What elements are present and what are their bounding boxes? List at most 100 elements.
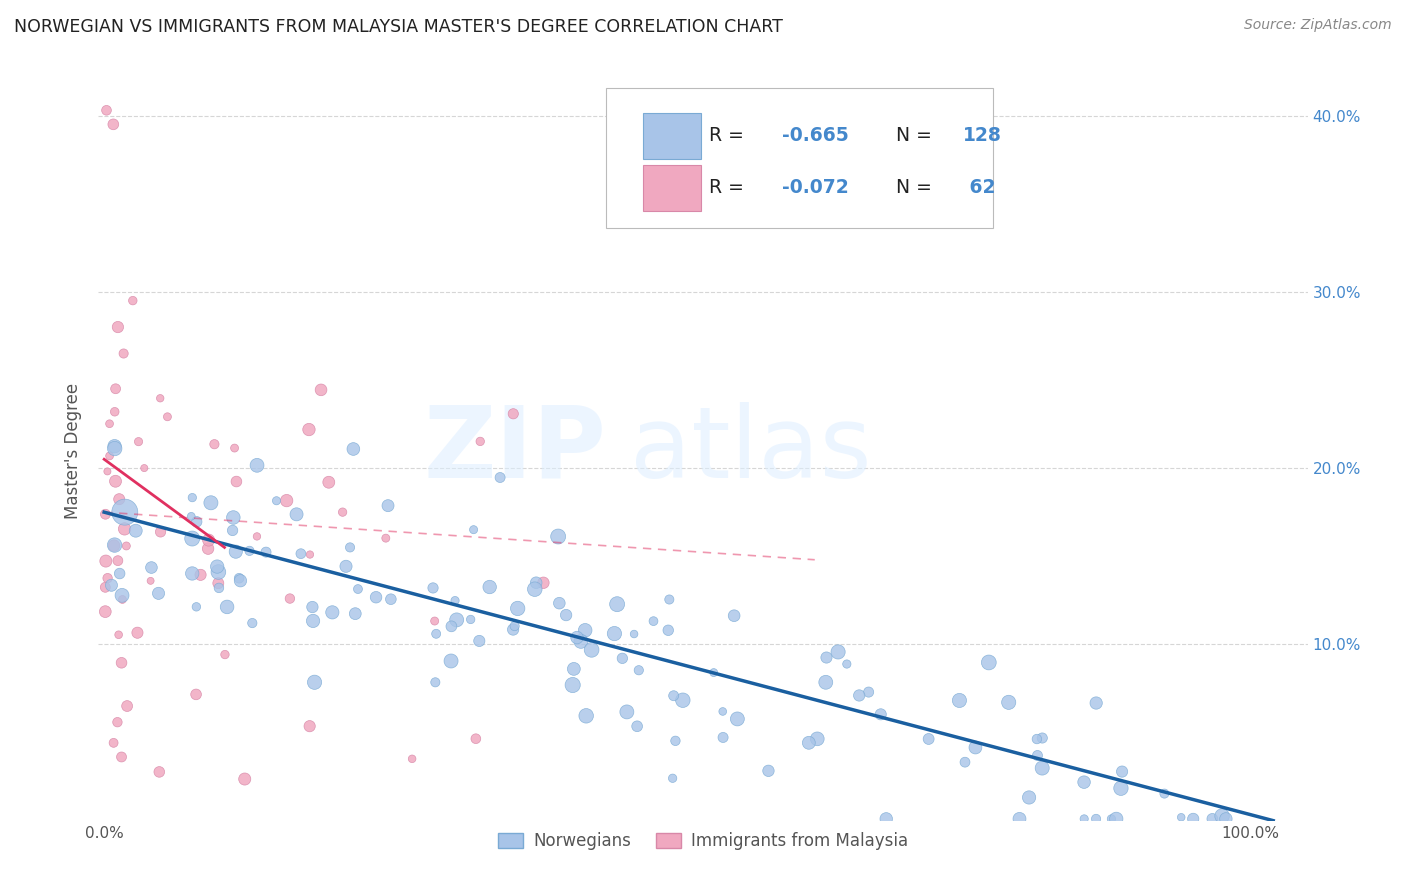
Point [661,771,683,785]
Point [110,750,132,764]
Point [108,492,131,507]
Point [208,581,231,595]
Point [107,554,129,568]
Point [547,529,569,543]
Point [1008,812,1031,826]
Point [626,719,648,733]
Point [339,541,361,555]
Point [575,708,598,723]
Point [107,715,129,730]
Point [134,461,156,475]
Point [107,320,129,334]
Point [103,736,125,750]
FancyBboxPatch shape [643,113,700,159]
Point [658,592,681,607]
Text: R =: R = [709,127,749,145]
Point [233,772,256,786]
Point [96,464,118,478]
Text: 62: 62 [963,178,995,197]
Point [478,580,501,594]
Point [377,499,399,513]
Point [1073,812,1095,826]
Point [662,689,685,703]
Point [965,740,987,755]
Point [606,597,628,611]
Point [139,574,162,588]
Point [470,434,492,449]
Point [207,565,229,579]
Point [612,651,634,665]
Point [186,515,208,529]
Point [342,442,364,456]
Text: -0.072: -0.072 [782,178,848,197]
Point [205,559,228,574]
Point [104,538,127,552]
Point [401,752,423,766]
Point [246,529,269,543]
Point [555,608,578,623]
Point [285,508,308,522]
Point [335,559,357,574]
Point [108,566,131,581]
Point [301,600,323,615]
Point [104,442,127,456]
Point [643,614,665,628]
Point [464,731,486,746]
Point [254,545,277,559]
Point [1211,809,1233,823]
Point [423,614,446,628]
Point [380,592,402,607]
Point [948,693,970,707]
Point [1085,696,1108,710]
Point [103,117,125,131]
Point [440,619,463,633]
Point [214,648,236,662]
Point [94,508,117,522]
Point [672,693,695,707]
Point [197,533,219,547]
Point [197,541,219,556]
Point [156,409,179,424]
Point [278,591,301,606]
Point [814,675,837,690]
Point [1105,812,1128,826]
Point [98,417,121,431]
Point [444,593,467,607]
Text: -0.665: -0.665 [782,127,848,145]
Point [835,657,858,671]
Point [127,625,149,640]
Point [181,532,204,546]
Point [603,626,626,640]
Point [180,509,202,524]
Point [562,662,585,676]
Point [181,566,204,581]
Point [848,689,870,703]
Point [506,601,529,615]
FancyBboxPatch shape [606,87,993,228]
Point [228,571,250,585]
Point [569,634,592,648]
Point [1085,812,1108,826]
Text: NORWEGIAN VS IMMIGRANTS FROM MALAYSIA MASTER'S DEGREE CORRELATION CHART: NORWEGIAN VS IMMIGRANTS FROM MALAYSIA MA… [14,18,783,36]
Text: N =: N = [897,127,938,145]
Point [523,582,546,597]
Point [125,524,148,538]
Point [128,434,150,449]
Point [1170,810,1192,824]
Point [1073,775,1095,789]
Point [298,423,321,437]
Point [1018,790,1040,805]
Point [110,656,132,670]
Point [246,458,269,473]
Point [616,705,638,719]
Point [290,547,312,561]
Point [111,592,134,607]
Point [238,544,260,558]
Point [202,437,225,451]
Point [318,475,340,490]
Point [1025,732,1047,747]
Point [1201,812,1223,826]
Point [1215,812,1237,826]
Point [917,731,939,746]
Point [806,731,828,746]
